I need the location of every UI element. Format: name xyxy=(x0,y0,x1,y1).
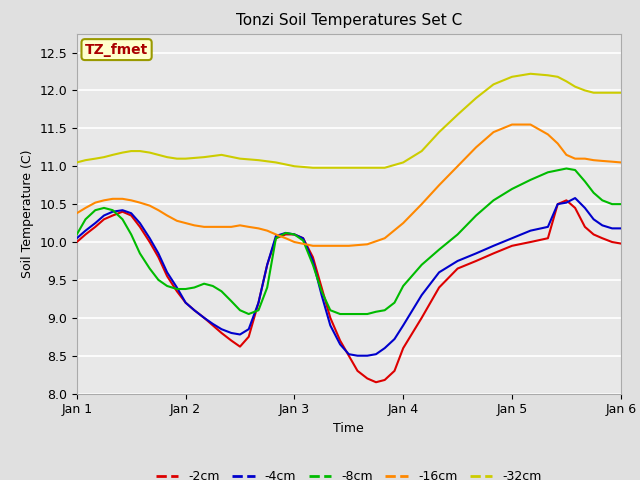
Y-axis label: Soil Temperature (C): Soil Temperature (C) xyxy=(20,149,34,278)
Legend: -2cm, -4cm, -8cm, -16cm, -32cm: -2cm, -4cm, -8cm, -16cm, -32cm xyxy=(151,465,547,480)
X-axis label: Time: Time xyxy=(333,422,364,435)
Title: Tonzi Soil Temperatures Set C: Tonzi Soil Temperatures Set C xyxy=(236,13,462,28)
Text: TZ_fmet: TZ_fmet xyxy=(85,43,148,57)
